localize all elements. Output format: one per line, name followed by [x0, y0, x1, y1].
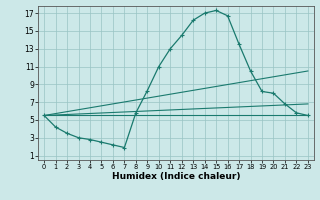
- X-axis label: Humidex (Indice chaleur): Humidex (Indice chaleur): [112, 172, 240, 181]
